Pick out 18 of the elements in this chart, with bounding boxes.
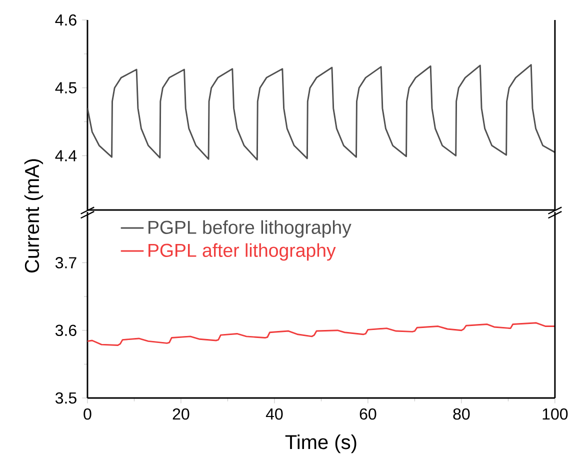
x-tick-label: 60 [360,408,376,420]
x-axis-title: Time (s) [285,434,356,454]
y-tick-label: 3.5 [55,392,76,404]
x-tick-label: 20 [172,408,190,420]
legend-label: PGPL after lithography [148,243,336,261]
line-series [87,64,555,161]
line-series [87,322,555,346]
x-tick-label: 100 [542,408,568,420]
y-axis-title: Current (mA) [24,159,44,272]
y-tick-label: 4.6 [55,14,76,26]
y-tick-label: 3.6 [55,324,76,336]
x-tick-label: 80 [453,408,470,420]
y-tick-label: 3.7 [55,257,76,268]
x-tick-label: 40 [266,408,283,420]
x-tick-label: 0 [84,408,92,420]
y-tick-label: 4.5 [55,82,76,94]
legend-label: PGPL before lithography [148,220,352,238]
y-tick-label: 4.4 [55,150,77,162]
